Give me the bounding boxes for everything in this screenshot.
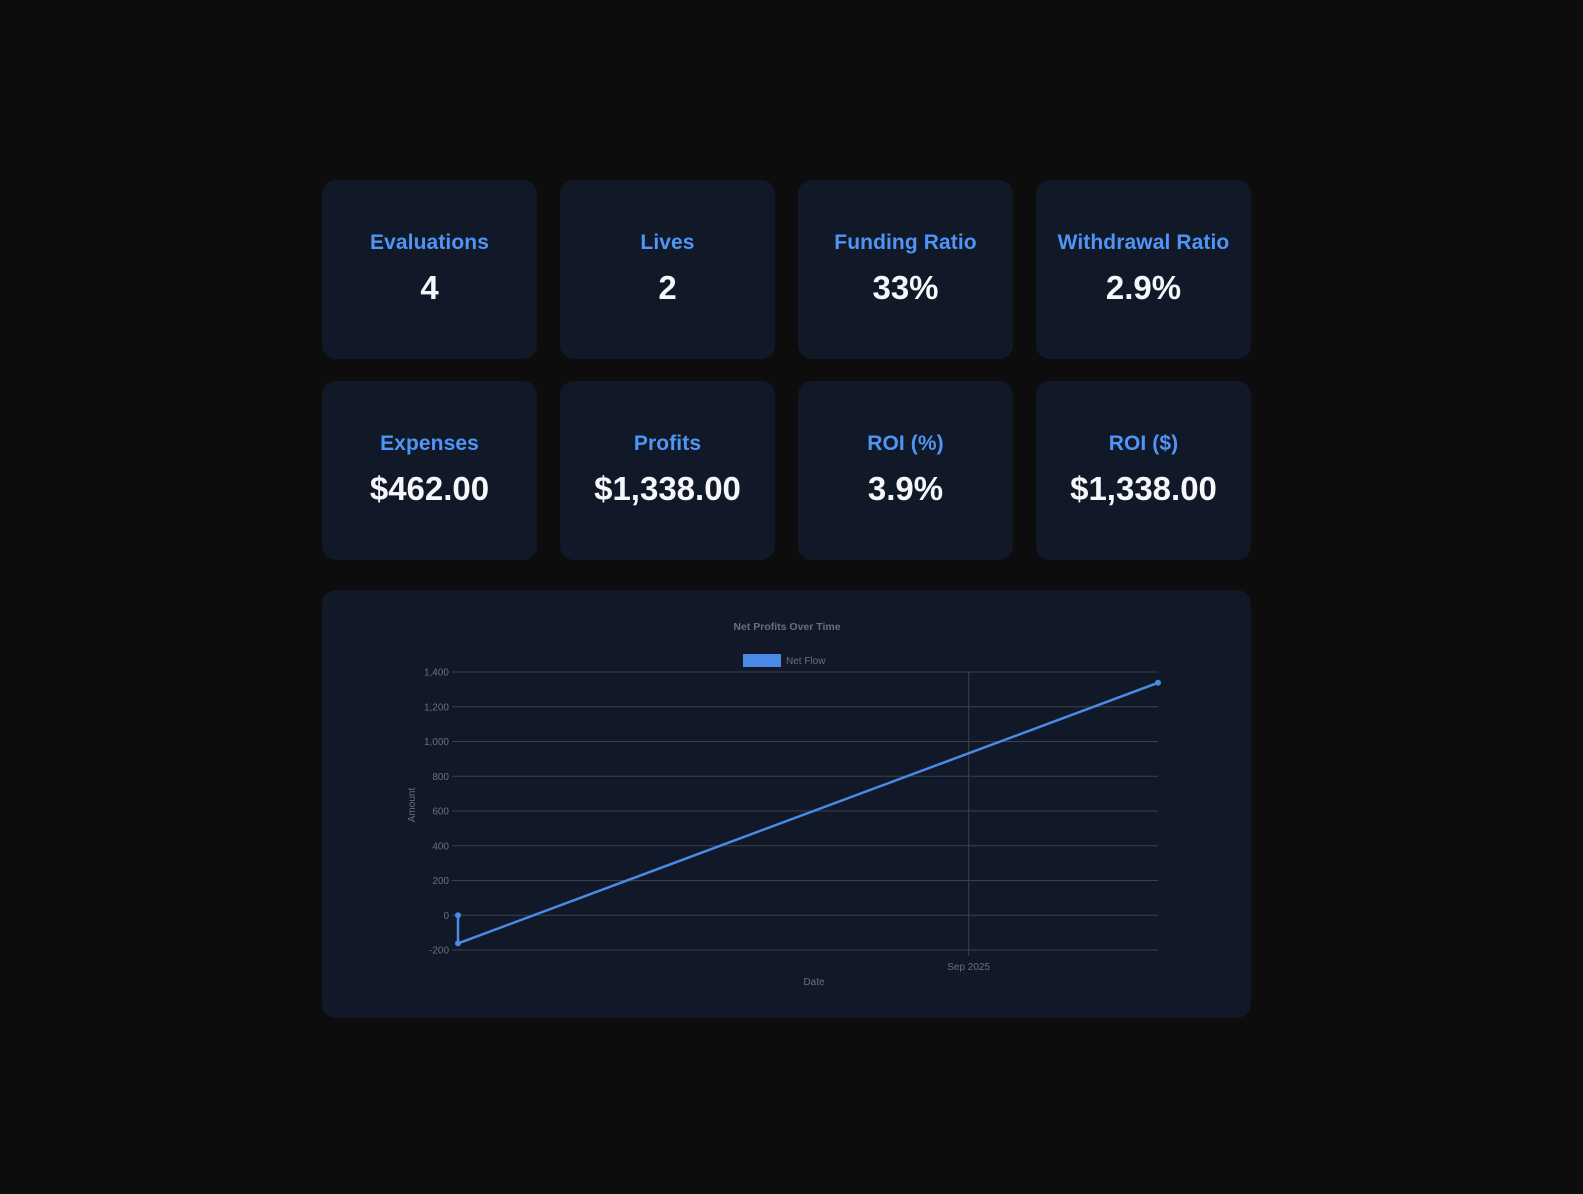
- stat-card-evaluations: Evaluations 4: [322, 180, 537, 359]
- stat-label: Evaluations: [370, 230, 489, 254]
- chart-title: Net Profits Over Time: [733, 621, 840, 633]
- legend-swatch: [743, 654, 781, 667]
- stat-card-funding-ratio: Funding Ratio 33%: [798, 180, 1013, 359]
- stat-value: 33%: [872, 268, 939, 306]
- stat-value: 2.9%: [1105, 268, 1182, 306]
- data-point: [455, 940, 461, 947]
- stat-card-roi-percent: ROI (%) 3.9%: [798, 381, 1013, 560]
- net-profits-chart: Net Profits Over Time Net Flow -200 0 200 4…: [407, 621, 1161, 988]
- y-axis-label: Amount: [407, 788, 418, 823]
- stat-label: ROI (%): [867, 431, 944, 455]
- stat-value: $1,338.00: [594, 469, 741, 507]
- stat-label: Profits: [633, 431, 702, 455]
- stat-card-roi-dollar: ROI ($) $1,338.00: [1036, 381, 1251, 560]
- data-point: [455, 912, 461, 919]
- y-tick-label: 200: [432, 876, 449, 887]
- stat-value: 3.9%: [867, 469, 944, 507]
- x-axis-ticks: Sep 2025: [947, 962, 990, 973]
- stat-card-lives: Lives 2: [560, 180, 775, 359]
- stat-card-profits: Profits $1,338.00: [560, 381, 775, 560]
- chart-grid: [452, 671, 1158, 956]
- y-tick-label: 600: [432, 807, 449, 818]
- data-point: [1155, 679, 1161, 686]
- legend-label: Net Flow: [786, 656, 826, 667]
- y-tick-label: 800: [432, 772, 449, 783]
- stat-label: Funding Ratio: [834, 230, 977, 254]
- y-tick-label: 400: [432, 841, 449, 852]
- stat-label: ROI ($): [1108, 431, 1179, 455]
- y-tick-label: 1,000: [424, 737, 449, 748]
- stat-value: $462.00: [369, 469, 490, 507]
- series-line-net-flow: [456, 681, 1159, 945]
- stat-label: Withdrawal Ratio: [1057, 230, 1230, 254]
- y-tick-label: 1,200: [424, 702, 449, 713]
- y-tick-label: 0: [443, 911, 449, 922]
- x-tick-label: Sep 2025: [947, 962, 990, 973]
- chart-legend[interactable]: Net Flow: [743, 654, 826, 667]
- stat-value: 2: [658, 268, 677, 306]
- net-profits-chart-card: Net Profits Over Time Net Flow -200 0 200 4…: [322, 590, 1251, 1018]
- x-axis-label: Date: [803, 977, 825, 988]
- stat-card-expenses: Expenses $462.00: [322, 381, 537, 560]
- dashboard-stats: Evaluations 4 Lives 2 Funding Ratio 33% …: [322, 180, 1251, 560]
- stat-card-withdrawal-ratio: Withdrawal Ratio 2.9%: [1036, 180, 1251, 359]
- stats-grid: Evaluations 4 Lives 2 Funding Ratio 33% …: [322, 180, 1251, 560]
- y-axis-ticks: -200 0 200 400 600 800 1,000 1,200 1,400: [424, 668, 449, 957]
- series-points: [455, 679, 1161, 947]
- y-tick-label: 1,400: [424, 668, 449, 679]
- y-tick-label: -200: [429, 946, 449, 957]
- stat-label: Expenses: [380, 431, 479, 455]
- stat-label: Lives: [640, 230, 695, 254]
- stat-value: 4: [420, 268, 439, 306]
- stat-value: $1,338.00: [1070, 469, 1217, 507]
